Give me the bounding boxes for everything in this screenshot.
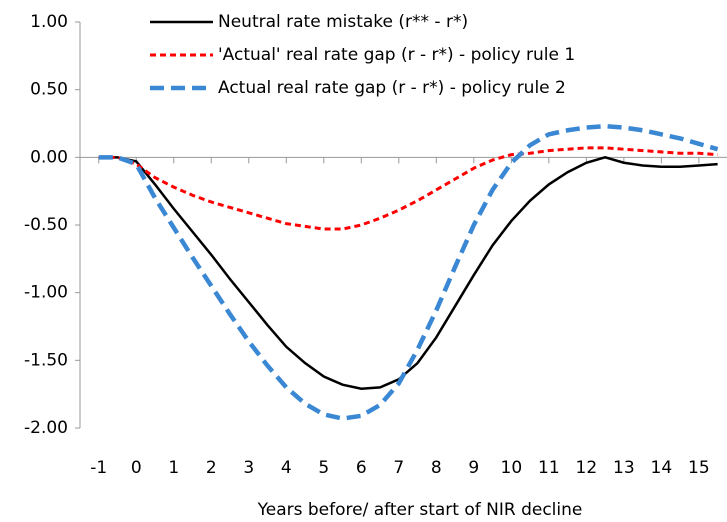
series-line: [98, 156, 718, 391]
y-tick-label: 1.00: [30, 12, 68, 32]
x-tick-label: 11: [538, 458, 560, 478]
x-tick-label: 15: [688, 458, 710, 478]
x-tick-label: 12: [576, 458, 598, 478]
x-tick-label: 1: [168, 458, 179, 478]
x-tick-label: 9: [468, 458, 479, 478]
x-tick-label: 8: [431, 458, 442, 478]
x-tick-label: 10: [501, 458, 523, 478]
x-axis-title: Years before/ after start of NIR decline: [257, 500, 583, 520]
series-line: [98, 146, 718, 231]
x-tick-label: 5: [318, 458, 329, 478]
x-tick-label: 7: [393, 458, 404, 478]
x-tick-label: 3: [243, 458, 254, 478]
x-tick-label: 4: [281, 458, 292, 478]
y-tick-label: -2.00: [24, 418, 68, 438]
x-tick-label: 2: [206, 458, 217, 478]
legend-label: Actual real rate gap (r - r*) - policy r…: [218, 78, 566, 98]
legend-label: 'Actual' real rate gap (r - r*) - policy…: [218, 45, 575, 65]
x-tick-label: 0: [131, 458, 142, 478]
x-tick-label: -1: [90, 458, 107, 478]
x-tick-label: 14: [651, 458, 673, 478]
x-tick-label: 6: [356, 458, 367, 478]
legend-label: Neutral rate mistake (r** - r*): [218, 12, 468, 32]
x-tick-label: 13: [613, 458, 635, 478]
y-tick-label: -1.00: [24, 283, 68, 303]
y-tick-label: 0.00: [30, 147, 68, 167]
series-line: [98, 123, 719, 421]
y-tick-label: 0.50: [30, 80, 68, 100]
y-tick-label: -0.50: [24, 215, 68, 235]
y-tick-label: -1.50: [24, 350, 68, 370]
